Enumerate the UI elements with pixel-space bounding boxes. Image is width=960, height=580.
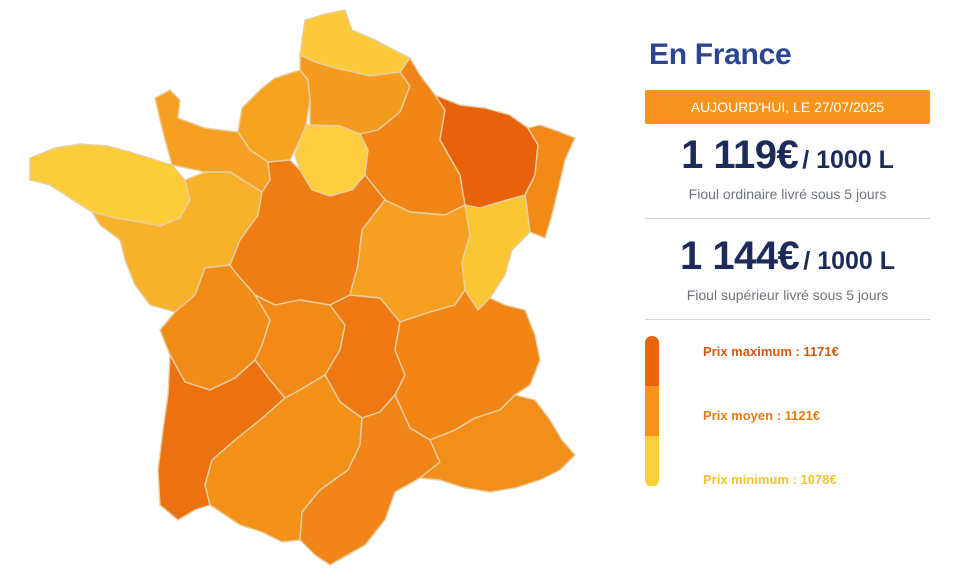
france-map — [29, 9, 576, 566]
legend-swatch-avg — [645, 386, 659, 436]
france-map-svg — [29, 9, 576, 566]
legend-swatch-min — [645, 436, 659, 486]
price-unit: / 1000 L — [802, 146, 894, 174]
region-languedoc[interactable] — [299, 394, 441, 566]
price-panel: En France AUJOURD'HUI, LE 27/07/2025 1 1… — [645, 30, 930, 491]
date-banner: AUJOURD'HUI, LE 27/07/2025 — [645, 90, 930, 124]
region-paca[interactable] — [419, 394, 576, 493]
legend-color-bar — [645, 336, 659, 487]
region-alsace[interactable] — [524, 124, 576, 239]
price-description: Fioul ordinaire livré sous 5 jours — [688, 186, 887, 202]
price-legend: Prix maximum : 1171€ Prix moyen : 1121€ … — [645, 336, 930, 491]
price-block-ordinaire: 1 119€/ 1000 L Fioul ordinaire livré sou… — [645, 124, 930, 219]
price-unit: / 1000 L — [803, 247, 896, 275]
legend-swatch-max — [645, 336, 659, 386]
region-franche-comte[interactable] — [461, 194, 531, 311]
price-value: 1 144€ — [679, 234, 800, 278]
region-bretagne[interactable] — [29, 143, 191, 227]
price-block-superieur: 1 144€/ 1000 L Fioul supérieur livré sou… — [645, 219, 930, 320]
legend-label-min: Prix minimum : 1078€ — [703, 472, 837, 487]
page-title: En France — [649, 38, 792, 71]
price-description: Fioul supérieur livré sous 5 jours — [686, 287, 889, 303]
legend-label-max: Prix maximum : 1171€ — [703, 344, 839, 359]
legend-label-avg: Prix moyen : 1121€ — [703, 408, 821, 423]
price-value: 1 119€ — [681, 133, 799, 177]
